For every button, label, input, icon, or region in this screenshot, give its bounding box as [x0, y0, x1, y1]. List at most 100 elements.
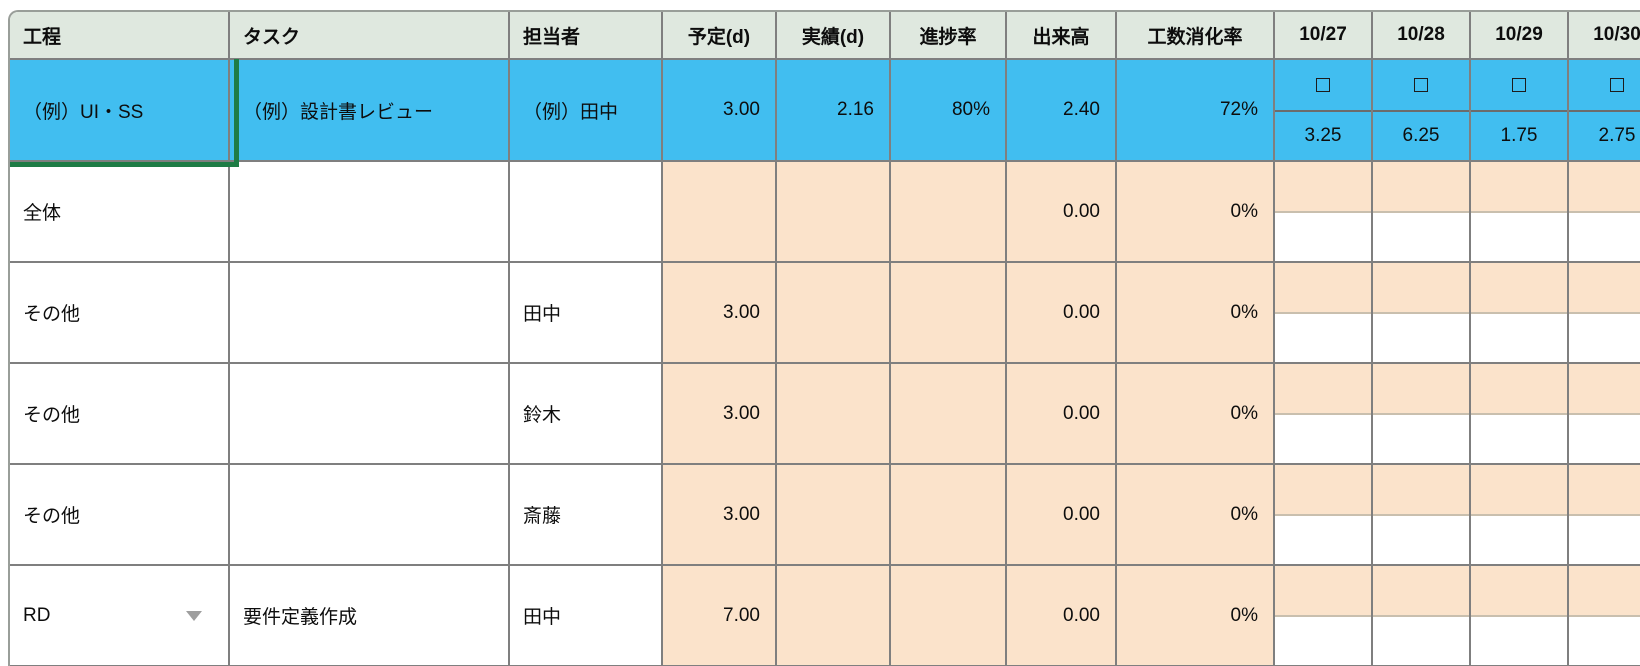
date-flag-cell[interactable] [1373, 465, 1469, 516]
header-process[interactable]: 工程 [10, 12, 230, 58]
cell-date-1030[interactable] [1569, 364, 1640, 463]
date-flag-cell[interactable] [1471, 566, 1567, 617]
header-date-1030[interactable]: 10/30 [1569, 12, 1640, 58]
date-flag-cell[interactable] [1275, 364, 1371, 415]
date-value-cell[interactable] [1275, 213, 1371, 261]
cell-date-1030[interactable] [1569, 465, 1640, 564]
date-flag-cell[interactable] [1275, 566, 1371, 617]
header-planned[interactable]: 予定(d) [663, 12, 777, 58]
cell-assignee[interactable]: 田中 [510, 263, 663, 362]
cell-date-1030[interactable] [1569, 566, 1640, 665]
date-flag-cell[interactable] [1471, 465, 1567, 516]
cell-date-1027[interactable] [1275, 566, 1373, 665]
date-flag-cell[interactable] [1569, 465, 1640, 516]
header-actual[interactable]: 実績(d) [777, 12, 891, 58]
header-assignee[interactable]: 担当者 [510, 12, 663, 58]
cell-earned-value[interactable]: 0.00 [1007, 162, 1117, 261]
cell-process[interactable]: RD [10, 566, 230, 665]
cell-effort-consumption[interactable]: 0% [1117, 465, 1275, 564]
cell-actual[interactable]: 2.16 [777, 60, 891, 160]
cell-planned[interactable] [663, 162, 777, 261]
cell-actual[interactable] [777, 465, 891, 564]
date-value-cell[interactable] [1275, 617, 1371, 665]
date-checkbox-cell[interactable] [1471, 60, 1567, 112]
cell-process[interactable]: その他 [10, 364, 230, 463]
cell-task[interactable] [230, 465, 510, 564]
cell-date-1028[interactable] [1373, 162, 1471, 261]
date-flag-cell[interactable] [1373, 263, 1469, 314]
date-flag-cell[interactable] [1569, 263, 1640, 314]
date-checkbox-cell[interactable] [1569, 60, 1640, 112]
date-flag-cell[interactable] [1471, 364, 1567, 415]
checkbox-icon[interactable] [1512, 78, 1526, 92]
cell-planned[interactable]: 3.00 [663, 263, 777, 362]
cell-effort-consumption[interactable]: 72% [1117, 60, 1275, 160]
cell-date-1029[interactable] [1471, 566, 1569, 665]
date-value-cell[interactable] [1373, 213, 1469, 261]
cell-date-1027[interactable]: 3.25 [1275, 60, 1373, 160]
cell-effort-consumption[interactable]: 0% [1117, 162, 1275, 261]
date-value-cell[interactable] [1471, 516, 1567, 564]
cell-assignee[interactable]: （例）田中 [510, 60, 663, 160]
date-checkbox-cell[interactable] [1275, 60, 1371, 112]
cell-earned-value[interactable]: 0.00 [1007, 566, 1117, 665]
cell-date-1029[interactable]: 1.75 [1471, 60, 1569, 160]
cell-date-1027[interactable] [1275, 364, 1373, 463]
cell-date-1029[interactable] [1471, 465, 1569, 564]
cell-date-1028[interactable] [1373, 465, 1471, 564]
cell-process[interactable]: その他 [10, 263, 230, 362]
date-value-cell[interactable] [1471, 617, 1567, 665]
date-value-cell[interactable] [1373, 617, 1469, 665]
date-flag-cell[interactable] [1569, 162, 1640, 213]
date-value-cell[interactable] [1373, 415, 1469, 463]
cell-progress-rate[interactable] [891, 566, 1007, 665]
cell-progress-rate[interactable] [891, 364, 1007, 463]
cell-actual[interactable] [777, 263, 891, 362]
date-value-cell[interactable] [1275, 516, 1371, 564]
header-effort-consumption[interactable]: 工数消化率 [1117, 12, 1275, 58]
header-date-1028[interactable]: 10/28 [1373, 12, 1471, 58]
date-flag-cell[interactable] [1275, 263, 1371, 314]
date-value-cell[interactable] [1569, 415, 1640, 463]
date-value-cell[interactable] [1569, 314, 1640, 362]
date-value-cell[interactable] [1569, 617, 1640, 665]
cell-effort-consumption[interactable]: 0% [1117, 566, 1275, 665]
date-flag-cell[interactable] [1275, 465, 1371, 516]
date-flag-cell[interactable] [1471, 162, 1567, 213]
date-checkbox-cell[interactable] [1373, 60, 1469, 112]
date-value-cell[interactable] [1471, 314, 1567, 362]
date-value-cell[interactable] [1569, 516, 1640, 564]
cell-assignee[interactable]: 斎藤 [510, 465, 663, 564]
cell-task[interactable] [230, 162, 510, 261]
cell-actual[interactable] [777, 162, 891, 261]
cell-planned[interactable]: 7.00 [663, 566, 777, 665]
date-value-cell[interactable] [1471, 415, 1567, 463]
cell-assignee[interactable]: 鈴木 [510, 364, 663, 463]
cell-effort-consumption[interactable]: 0% [1117, 263, 1275, 362]
header-date-1029[interactable]: 10/29 [1471, 12, 1569, 58]
cell-process[interactable]: 全体 [10, 162, 230, 261]
cell-task[interactable]: 要件定義作成 [230, 566, 510, 665]
cell-date-1029[interactable] [1471, 263, 1569, 362]
cell-earned-value[interactable]: 0.00 [1007, 465, 1117, 564]
cell-earned-value[interactable]: 0.00 [1007, 364, 1117, 463]
date-value-cell[interactable]: 2.75 [1598, 125, 1636, 146]
date-flag-cell[interactable] [1373, 364, 1469, 415]
date-flag-cell[interactable] [1471, 263, 1567, 314]
cell-planned[interactable]: 3.00 [663, 364, 777, 463]
date-flag-cell[interactable] [1373, 162, 1469, 213]
cell-earned-value[interactable]: 2.40 [1007, 60, 1117, 160]
checkbox-icon[interactable] [1316, 78, 1330, 92]
date-flag-cell[interactable] [1373, 566, 1469, 617]
cell-progress-rate[interactable] [891, 263, 1007, 362]
cell-planned[interactable]: 3.00 [663, 465, 777, 564]
date-value-cell[interactable]: 1.75 [1500, 125, 1538, 146]
header-progress-rate[interactable]: 進捗率 [891, 12, 1007, 58]
date-value-cell[interactable] [1373, 314, 1469, 362]
cell-assignee[interactable] [510, 162, 663, 261]
cell-date-1029[interactable] [1471, 162, 1569, 261]
date-flag-cell[interactable] [1275, 162, 1371, 213]
cell-date-1027[interactable] [1275, 162, 1373, 261]
header-task[interactable]: タスク [230, 12, 510, 58]
cell-process[interactable]: その他 [10, 465, 230, 564]
